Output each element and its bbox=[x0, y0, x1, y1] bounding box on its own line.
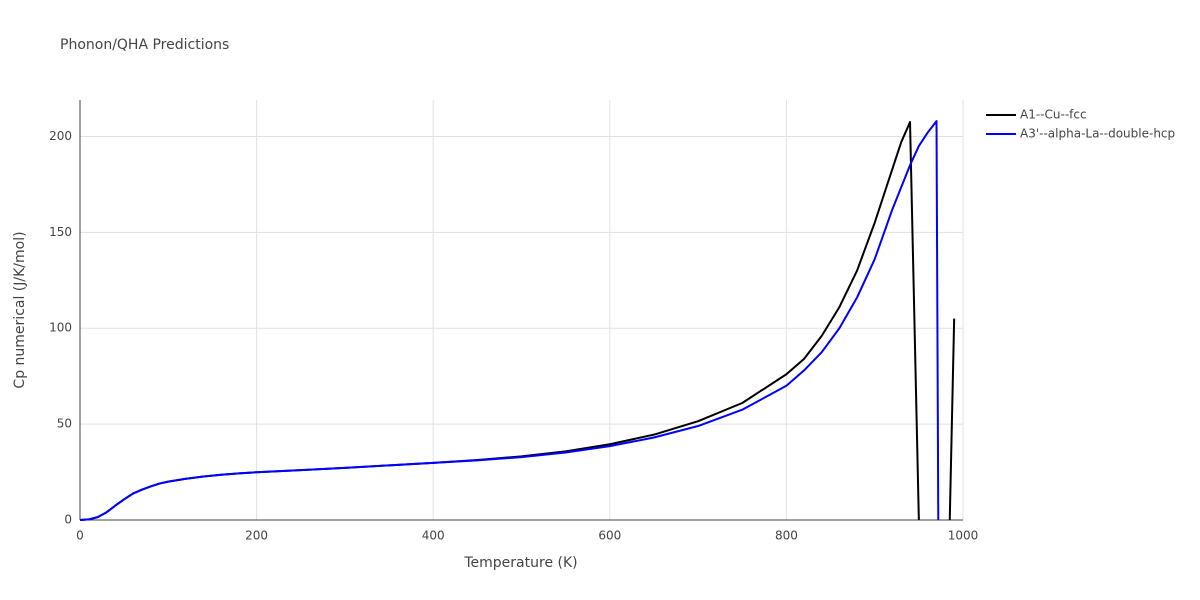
y-tick-label: 50 bbox=[57, 417, 72, 431]
line-series bbox=[79, 121, 956, 521]
y-tick-label: 200 bbox=[49, 129, 72, 143]
x-axis-label: Temperature (K) bbox=[463, 555, 577, 571]
x-tick-label: 0 bbox=[76, 529, 84, 543]
x-tick-label: 400 bbox=[422, 529, 445, 543]
legend-label: A3'--alpha-La--double-hcp bbox=[1020, 127, 1175, 141]
y-tick-label: 0 bbox=[64, 513, 72, 527]
x-tick-label: 800 bbox=[775, 529, 798, 543]
legend-label: A1--Cu--fcc bbox=[1020, 108, 1087, 122]
chart-title: Phonon/QHA Predictions bbox=[60, 37, 229, 53]
line-series bbox=[79, 120, 940, 521]
y-tick-label: 150 bbox=[49, 225, 72, 239]
y-tick-label: 100 bbox=[49, 321, 72, 335]
x-tick-label: 1000 bbox=[948, 529, 979, 543]
x-tick-label: 600 bbox=[598, 529, 621, 543]
x-tick-label: 200 bbox=[245, 529, 268, 543]
y-axis-label: Cp numerical (J/K/mol) bbox=[12, 231, 28, 388]
